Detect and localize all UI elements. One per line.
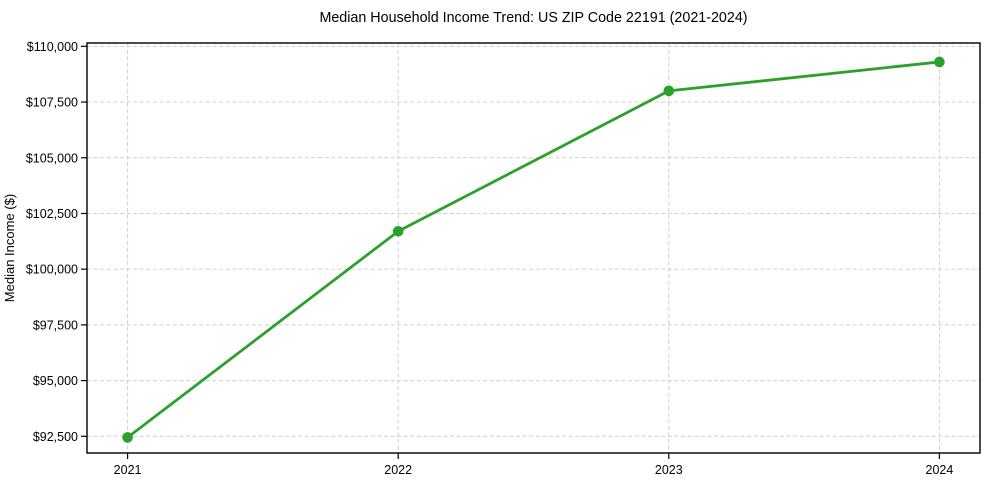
- y-tick-label: $105,000: [26, 151, 78, 165]
- y-tick-label: $110,000: [27, 40, 78, 54]
- data-point: [663, 85, 675, 97]
- x-tick-label: 2023: [655, 463, 683, 477]
- y-tick-label: $97,500: [33, 318, 78, 332]
- y-tick-label: $95,000: [33, 374, 78, 388]
- data-point: [122, 432, 133, 443]
- y-axis-label: Median Income ($): [2, 194, 17, 302]
- chart-title: Median Household Income Trend: US ZIP Co…: [319, 10, 747, 26]
- x-tick-label: 2024: [926, 463, 954, 477]
- y-tick-label: $92,500: [33, 430, 78, 444]
- plot-border: [86, 42, 981, 454]
- y-tick-label: $102,500: [26, 207, 78, 221]
- x-tick-label: 2022: [384, 463, 412, 477]
- data-point: [934, 56, 945, 68]
- y-tick-label: $107,500: [26, 96, 78, 110]
- x-tick-label: 2021: [114, 463, 142, 477]
- data-point: [392, 225, 404, 237]
- trend-line: [126, 60, 941, 439]
- y-tick-label: $100,000: [26, 263, 78, 277]
